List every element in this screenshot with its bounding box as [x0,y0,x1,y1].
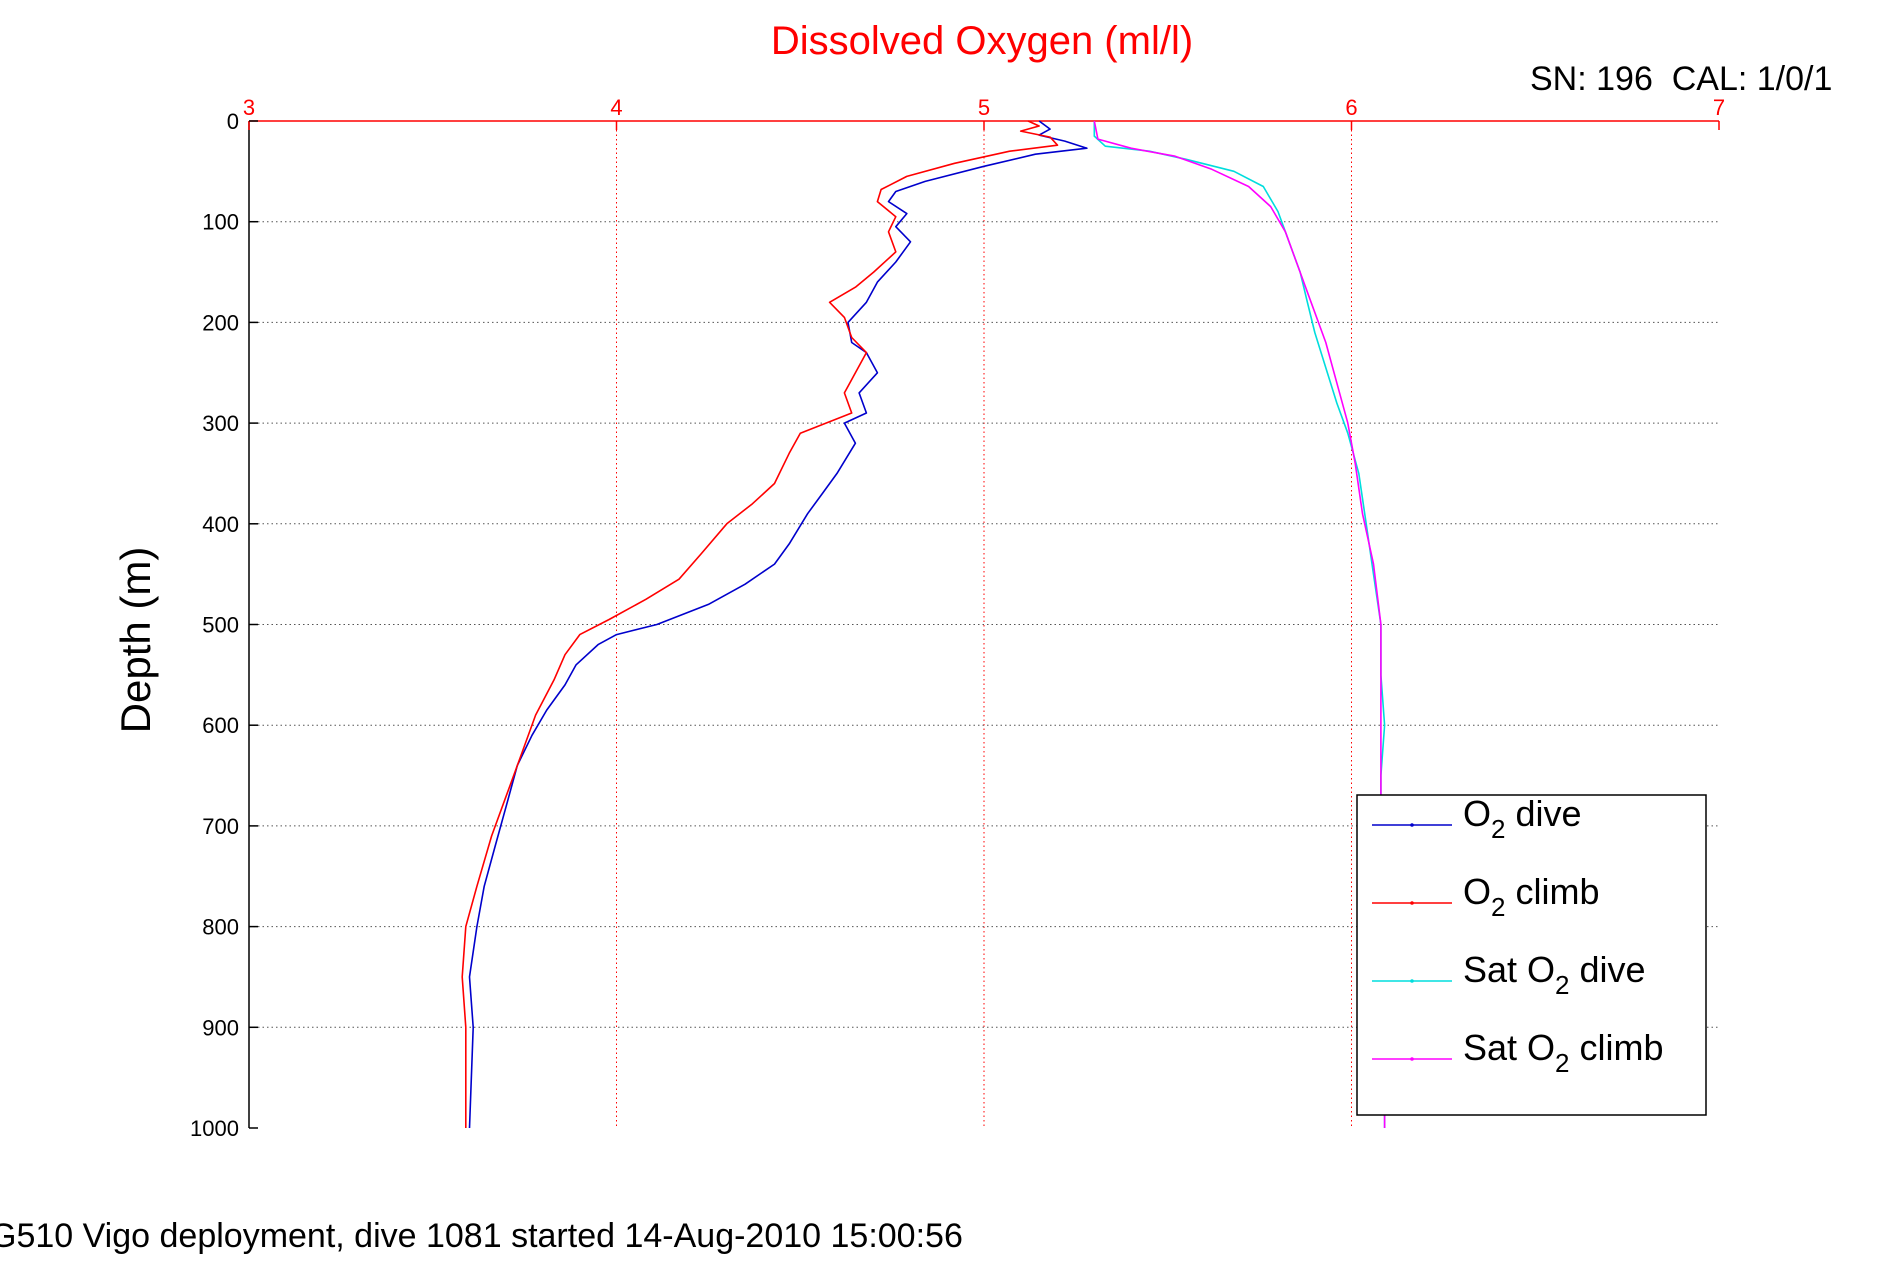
y-tick-label: 300 [202,411,239,436]
y-tick-label: 100 [202,210,239,235]
calibration-note: SN: 196 CAL: 1/0/1 [1530,60,1832,98]
y-axis-label: Depth (m) [112,547,159,734]
legend-label-sat-o2-climb: Sat O2 climb [1463,1027,1664,1078]
x-tick-label: 5 [978,95,990,120]
series-layer [461,120,1386,1129]
legend-marker-sat-o2-dive [1410,979,1414,983]
legend-box [1356,794,1707,1116]
y-tick-label: 1000 [190,1116,239,1141]
y-tick-label: 900 [202,1015,239,1040]
legend: O2 dive O2 climb Sat O2 dive Sat O2 climb [1356,793,1707,1116]
y-tick-label: 400 [202,512,239,537]
legend-label-sat-o2-dive: Sat O2 dive [1463,949,1646,1000]
series-line-sat-o2-climb [1093,120,1386,1128]
legend-marker-o2-dive [1410,823,1414,827]
chart-caption: G510 Vigo deployment, dive 1081 started … [0,1217,963,1255]
chart-title: Dissolved Oxygen (ml/l) [771,19,1193,63]
legend-marker-o2-climb [1410,901,1414,905]
legend-label-o2-climb: O2 climb [1463,871,1600,922]
x-tick-label: 3 [243,95,255,120]
legend-marker-sat-o2-climb [1410,1057,1414,1061]
y-tick-label: 700 [202,814,239,839]
x-tick-label: 6 [1345,95,1357,120]
y-tick-label: 0 [227,109,239,134]
y-tick-label: 200 [202,310,239,335]
x-tick-label: 7 [1713,95,1725,120]
y-tick-label: 800 [202,915,239,940]
x-tick-label: 4 [610,95,622,120]
series-line-o2-climb [461,120,1059,1128]
axes-layer: 3 4 5 6 7 0 100 200 300 400 500 600 700 800 900 1000 [190,95,1725,1141]
series-line-sat-o2-dive [1093,121,1386,1128]
y-tick-label: 500 [202,613,239,638]
legend-label-o2-dive: O2 dive [1463,793,1582,844]
series-line-o2-dive [468,120,1088,1129]
y-tick-label: 600 [202,713,239,738]
